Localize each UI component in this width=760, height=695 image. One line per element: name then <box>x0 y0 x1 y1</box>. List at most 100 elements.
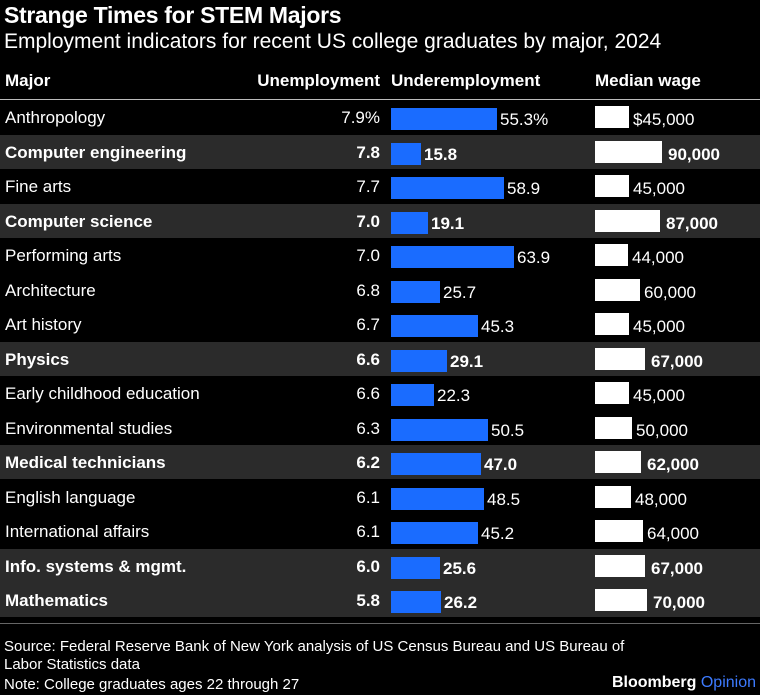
unemployment-value: 6.8 <box>356 280 380 300</box>
brand-name: Bloomberg <box>611 674 697 691</box>
unemployment-value: 6.3 <box>356 418 380 438</box>
wage-bar <box>595 278 640 301</box>
wage-bar <box>595 520 643 542</box>
underemployment-label: 19.1 <box>431 213 465 233</box>
unemployment-value: 6.1 <box>356 522 380 541</box>
underemployment-label: 55.3% <box>500 110 549 129</box>
wage-label: 70,000 <box>653 593 705 612</box>
age-note: Note: College graduates ages 22 through … <box>4 676 300 693</box>
table-row: International affairs 6.1 45.2 64,000 <box>0 514 760 548</box>
unemployment-value: 6.6 <box>356 384 380 403</box>
wage-label: 67,000 <box>651 558 703 578</box>
underemployment-bar <box>391 349 447 372</box>
wage-label: 62,000 <box>647 455 699 474</box>
unemployment-value: 7.8 <box>356 142 380 162</box>
brand-suffix: Opinion <box>700 674 756 691</box>
wage-label: 45,000 <box>633 386 685 405</box>
major-name: Info. systems & mgmt. <box>5 556 187 576</box>
unemployment-value: 7.7 <box>356 177 380 196</box>
underemployment-bar <box>391 315 478 337</box>
underemployment-bar <box>391 384 434 406</box>
table-row: Early childhood education 6.6 22.3 45,000 <box>0 376 760 410</box>
wage-bar <box>595 416 632 439</box>
chart-title: Strange Times for STEM Majors <box>4 2 342 28</box>
wage-label: 45,000 <box>633 179 685 198</box>
underemployment-label: 48.5 <box>487 489 521 509</box>
table-row: Anthropology 7.9% 55.3% $45,000 <box>0 100 760 134</box>
underemployment-label: 25.6 <box>443 558 477 578</box>
major-name: International affairs <box>5 522 150 541</box>
underemployment-label: 45.2 <box>481 524 515 543</box>
wage-label: 60,000 <box>644 282 696 302</box>
unemployment-value: 6.1 <box>356 487 380 507</box>
table-row: Fine arts 7.7 58.9 45,000 <box>0 169 760 203</box>
header-median-wage: Median wage <box>595 71 701 90</box>
major-name: Art history <box>5 315 82 334</box>
table-row: Computer engineering 7.8 15.8 90,000 <box>0 134 760 169</box>
major-name: Early childhood education <box>5 384 200 403</box>
table-row: Performing arts 7.0 63.9 44,000 <box>0 238 760 272</box>
underemployment-label: 29.1 <box>450 351 484 371</box>
header-divider <box>0 99 760 100</box>
underemployment-bar <box>391 487 484 510</box>
brand-logo: Bloomberg Opinion <box>612 674 756 692</box>
underemployment-bar <box>391 418 488 441</box>
underemployment-bar <box>391 177 504 199</box>
unemployment-value: 6.0 <box>356 556 380 576</box>
underemployment-label: 50.5 <box>491 420 525 440</box>
table-row: Art history 6.7 45.3 45,000 <box>0 307 760 341</box>
source-note: Source: Federal Reserve Bank of New York… <box>4 638 625 673</box>
unemployment-value: 5.8 <box>356 591 380 610</box>
wage-label: 44,000 <box>632 248 684 267</box>
underemployment-bar <box>391 522 478 544</box>
wage-bar <box>595 244 628 266</box>
underemployment-bar <box>391 280 440 303</box>
table-row: English language 6.1 48.5 48,000 <box>0 480 760 514</box>
underemployment-label: 58.9 <box>507 179 541 198</box>
header-major: Major <box>5 71 51 90</box>
major-name: Performing arts <box>5 246 122 265</box>
underemployment-label: 15.8 <box>424 144 458 164</box>
unemployment-value: 7.0 <box>356 211 380 231</box>
wage-label: 50,000 <box>636 420 688 440</box>
unemployment-value: 6.2 <box>356 453 380 472</box>
major-name: Anthropology <box>5 108 106 127</box>
underemployment-label: 63.9 <box>517 248 551 267</box>
underemployment-bar <box>391 246 514 268</box>
wage-bar <box>595 382 629 404</box>
wage-label: 87,000 <box>666 213 718 233</box>
wage-bar <box>595 313 629 335</box>
wage-bar <box>595 451 641 473</box>
unemployment-value: 7.0 <box>356 246 380 265</box>
underemployment-bar <box>391 453 481 475</box>
wage-label: 48,000 <box>635 489 687 509</box>
unemployment-value: 7.9% <box>341 108 380 127</box>
table-header: Major Unemployment Underemployment Media… <box>0 66 760 98</box>
table-row: Architecture 6.8 25.7 60,000 <box>0 273 760 307</box>
wage-bar <box>595 485 631 508</box>
underemployment-label: 47.0 <box>484 455 518 474</box>
unemployment-value: 6.7 <box>356 315 380 334</box>
underemployment-bar <box>391 556 440 579</box>
underemployment-label: 22.3 <box>437 386 471 405</box>
wage-label: $45,000 <box>633 110 695 129</box>
underemployment-bar <box>391 211 428 234</box>
underemployment-label: 45.3 <box>481 317 515 336</box>
wage-bar <box>595 554 645 577</box>
unemployment-value: 6.6 <box>356 349 380 369</box>
major-name: Medical technicians <box>5 453 166 472</box>
underemployment-bar <box>391 108 497 130</box>
underemployment-label: 26.2 <box>444 593 478 612</box>
table-row: Info. systems & mgmt. 6.0 25.6 67,000 <box>0 548 760 583</box>
table-row: Computer science 7.0 19.1 87,000 <box>0 203 760 238</box>
underemployment-bar <box>391 142 421 165</box>
wage-label: 67,000 <box>651 351 703 371</box>
wage-bar <box>595 175 629 197</box>
table-row: Mathematics 5.8 26.2 70,000 <box>0 583 760 617</box>
major-name: Architecture <box>5 280 96 300</box>
table-row: Medical technicians 6.2 47.0 62,000 <box>0 445 760 479</box>
wage-label: 64,000 <box>647 524 699 543</box>
major-name: Environmental studies <box>5 418 173 438</box>
chart-subtitle: Employment indicators for recent US coll… <box>4 30 662 53</box>
header-unemployment: Unemployment <box>257 71 380 90</box>
